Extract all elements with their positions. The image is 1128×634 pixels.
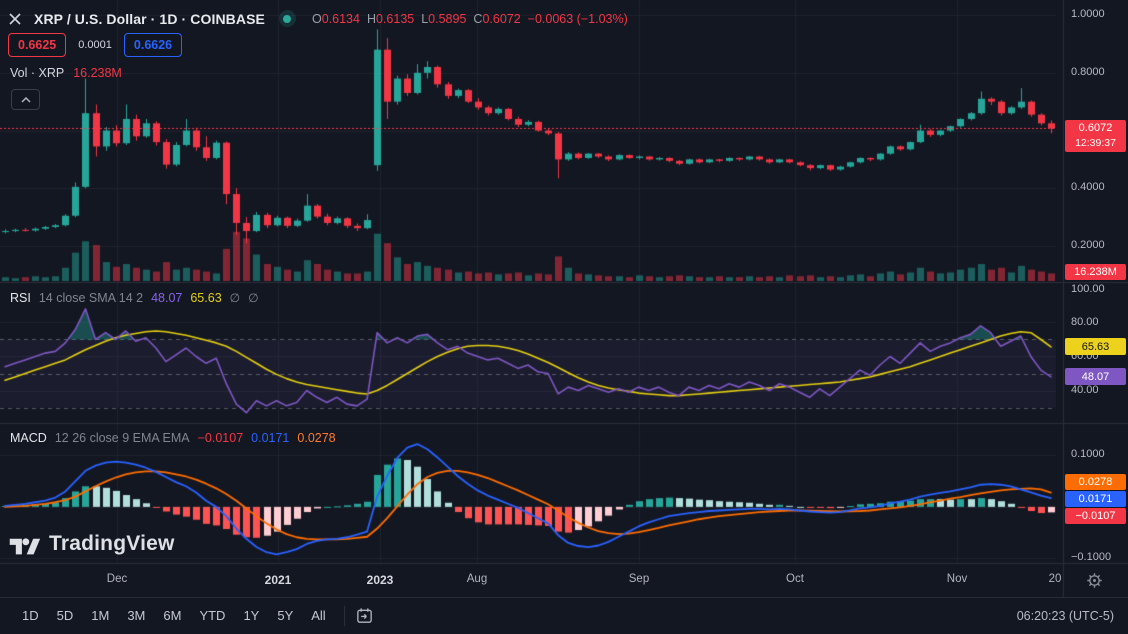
last-price-value: 0.6072 — [1078, 122, 1113, 134]
volume-legend-label: Vol · XRP — [10, 66, 65, 80]
macd-signal-badge-value: 0.0278 — [1078, 476, 1113, 488]
watermark-text: TradingView — [49, 532, 175, 555]
rsi-hidden-plot-icon[interactable]: ∅ — [229, 291, 241, 305]
rsi-tick: 80.00 — [1071, 316, 1099, 328]
price-tick: 0.8000 — [1071, 66, 1105, 78]
chevron-up-icon — [20, 96, 31, 103]
price-change: −0.0063 (−1.03%) — [527, 11, 628, 26]
rsi-sma-badge-value: 65.63 — [1081, 340, 1110, 353]
price-tick: 0.4000 — [1071, 181, 1105, 193]
macd-tick: 0.1000 — [1071, 448, 1105, 460]
bottom-toolbar: 1D 5D 1M 3M 6M YTD 1Y 5Y All 06:20:23 (U… — [0, 597, 1128, 633]
close-icon[interactable] — [8, 12, 22, 26]
spread-value: 0.0001 — [78, 39, 112, 51]
tradingview-mark-icon — [9, 538, 41, 555]
time-tick: Aug — [466, 573, 488, 585]
chart-canvas[interactable] — [0, 0, 1128, 597]
range-button-1y[interactable]: 1Y — [243, 608, 260, 623]
market-status-icon — [278, 10, 296, 27]
time-tick: 2021 — [264, 573, 292, 587]
macd-legend-params: 12 26 close 9 EMA EMA — [54, 431, 190, 445]
macd-tick: −0.1000 — [1071, 551, 1112, 563]
toolbar-divider — [343, 605, 345, 626]
time-tick: 20 — [1048, 573, 1062, 585]
range-button-all[interactable]: All — [311, 608, 326, 623]
symbol-title[interactable]: XRP / U.S. Dollar · 1D · COINBASE — [34, 10, 265, 27]
time-tick: Dec — [106, 573, 128, 585]
range-button-ytd[interactable]: YTD — [199, 608, 226, 623]
goto-date-icon[interactable] — [355, 606, 374, 625]
rsi-sma-badge: 65.63 — [1065, 338, 1126, 355]
macd-hist-legend-value: −0.0107 — [197, 431, 244, 445]
range-button-1m[interactable]: 1M — [91, 608, 110, 623]
ohlc-open: O0.6134 — [311, 11, 360, 26]
rsi-tick: 40.00 — [1071, 384, 1099, 396]
range-button-6m[interactable]: 6M — [163, 608, 182, 623]
range-button-1d[interactable]: 1D — [22, 608, 39, 623]
macd-signal-legend-value: 0.0278 — [297, 431, 336, 445]
time-tick: 2023 — [366, 573, 394, 587]
volume-badge-value: 16.238M — [1074, 266, 1117, 278]
collapse-pane-button[interactable] — [11, 89, 40, 110]
rsi-legend-params: 14 close SMA 14 2 — [38, 291, 144, 305]
session-clock[interactable]: 06:20:23 (UTC-5) — [1016, 608, 1114, 623]
range-button-5d[interactable]: 5D — [56, 608, 74, 623]
price-tick: 1.0000 — [1071, 8, 1105, 20]
last-price-badge: 0.6072 12:39:37 — [1065, 120, 1126, 152]
rsi-badge-value: 48.07 — [1081, 370, 1110, 383]
tradingview-logo: TradingView — [8, 531, 175, 557]
ohlc-low: L0.5895 — [421, 11, 467, 26]
volume-badge: 16.238M — [1065, 264, 1126, 280]
time-tick: Sep — [628, 573, 650, 585]
price-tick: 0.2000 — [1071, 239, 1105, 251]
bar-countdown: 12:39:37 — [1075, 137, 1116, 149]
rsi-legend-value: 48.07 — [151, 291, 183, 305]
range-button-3m[interactable]: 3M — [127, 608, 146, 623]
bid-price-button[interactable]: 0.6625 — [8, 33, 67, 57]
macd-line-badge-value: 0.0171 — [1078, 493, 1113, 505]
volume-legend-value: 16.238M — [73, 66, 122, 80]
rsi-legend-title: RSI — [10, 291, 31, 305]
macd-hist-badge-value: −0.0107 — [1075, 510, 1116, 522]
time-tick: Nov — [946, 573, 968, 585]
macd-hist-badge: −0.0107 — [1065, 508, 1126, 524]
rsi-sma-legend-value: 65.63 — [190, 291, 222, 305]
rsi-badge: 48.07 — [1065, 368, 1126, 385]
rsi-tick: 100.00 — [1071, 283, 1105, 295]
rsi-legend: RSI 14 close SMA 14 2 48.07 65.63 ∅ ∅ — [10, 291, 259, 305]
ohlc-high: H0.6135 — [366, 11, 415, 26]
rsi-hidden-plot-icon-2[interactable]: ∅ — [248, 291, 259, 305]
ohlc-close: C0.6072 — [473, 11, 521, 26]
range-button-5y[interactable]: 5Y — [277, 608, 294, 623]
settings-gear-icon[interactable] — [1086, 572, 1103, 594]
macd-legend: MACD 12 26 close 9 EMA EMA −0.0107 0.017… — [10, 431, 336, 445]
time-tick: Oct — [786, 573, 804, 585]
macd-line-legend-value: 0.0171 — [251, 431, 290, 445]
ask-price-button[interactable]: 0.6626 — [123, 33, 183, 57]
macd-line-badge: 0.0171 — [1065, 491, 1126, 507]
macd-signal-badge: 0.0278 — [1065, 474, 1126, 490]
macd-legend-title: MACD — [10, 431, 47, 445]
